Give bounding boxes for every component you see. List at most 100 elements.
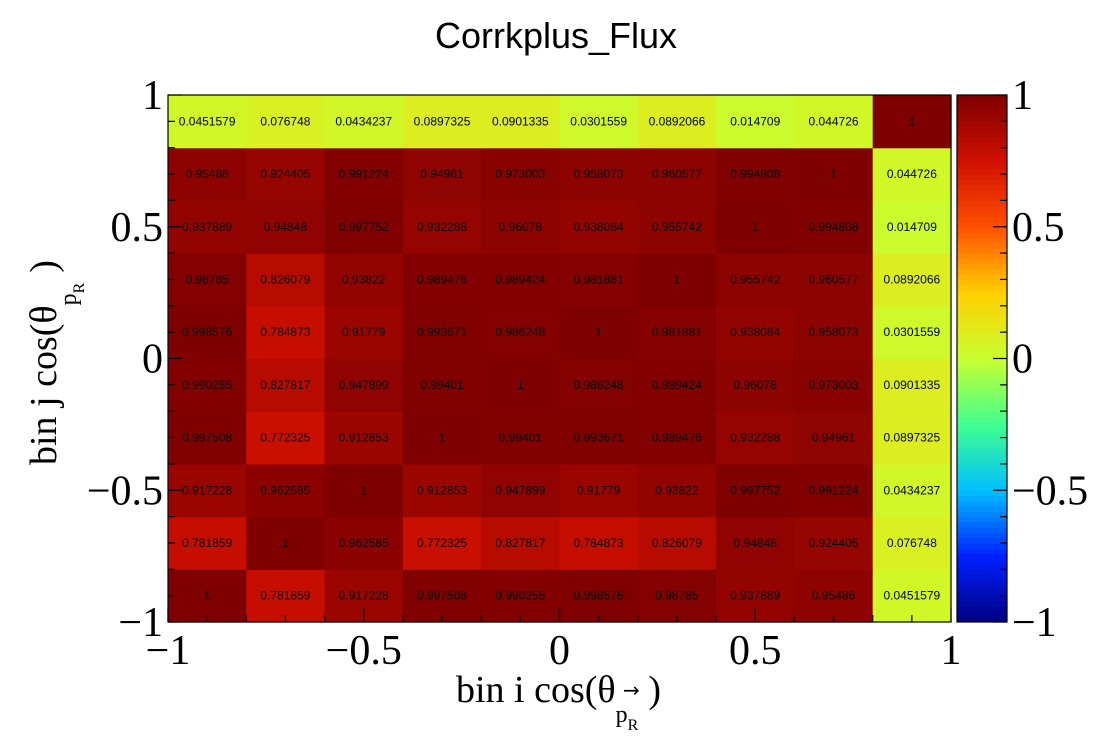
heatmap-cell [481, 95, 561, 149]
heatmap-cell [794, 411, 874, 465]
heatmap-cell [637, 253, 717, 307]
color-scale-step [957, 258, 1007, 265]
cell-value-label: 0.94961 [812, 431, 856, 445]
cell-value-label: 0.973003 [809, 378, 859, 392]
heatmap-cell [794, 463, 874, 518]
color-scale-step [957, 421, 1007, 428]
heatmap-cell [637, 463, 717, 518]
color-scale-step [957, 200, 1007, 207]
cell-value-label: 0.0897325 [883, 431, 940, 445]
color-scale-step [957, 174, 1007, 180]
heatmap-cell [559, 516, 639, 570]
x-tick-label: 1 [941, 628, 962, 674]
color-scale-step [957, 469, 1007, 475]
color-scale-step [957, 321, 1007, 328]
cell-value-label: 1 [282, 536, 289, 550]
cell-value-label: 0.94848 [264, 220, 308, 234]
x-tick-label: −1 [146, 628, 191, 674]
color-scale-step [957, 463, 1007, 470]
heatmap-cell [246, 569, 326, 623]
cell-value-label: 0.990255 [495, 589, 545, 603]
color-scale-step [957, 590, 1007, 597]
color-scale-step [957, 395, 1007, 402]
cell-value-label: 0.989476 [652, 431, 702, 445]
cell-value-labels: 1 0.781859 0.917228 0.997508 0.990255 0.99857… [179, 114, 941, 602]
cell-value-label: 0.973003 [495, 167, 545, 181]
heatmap-cell [716, 463, 795, 518]
cell-value-label: 0.781859 [260, 589, 310, 603]
cell-value-label: 1 [830, 167, 837, 181]
heatmap-cell [637, 95, 717, 149]
color-scale-step [957, 595, 1007, 602]
cell-value-label: 0.826079 [260, 272, 310, 286]
color-scale-step [957, 579, 1007, 586]
color-scale-step [957, 500, 1007, 507]
color-scale-step [957, 458, 1007, 465]
color-scale-step [957, 289, 1007, 296]
heatmap-cell [402, 200, 482, 254]
cell-value-label: 0.932288 [417, 220, 467, 234]
color-scale-step [957, 411, 1007, 417]
color-scale-step [957, 347, 1007, 354]
heatmap-cell [324, 305, 404, 360]
cell-value-label: 0.960577 [809, 272, 859, 286]
y-axis-label: bin j cos(θpR) [23, 260, 88, 465]
heatmap-cell [794, 253, 874, 307]
cell-value-label: 0.96078 [734, 378, 778, 392]
cell-value-label: 0.981881 [652, 325, 702, 339]
y-tick-label: −0.5 [87, 468, 163, 514]
color-scale-step [957, 332, 1007, 338]
color-scale-step [957, 527, 1007, 533]
heatmap-cell [324, 147, 404, 201]
cell-value-label: 0.991224 [809, 483, 859, 497]
color-scale-step [957, 548, 1007, 554]
heatmap-cell [716, 147, 795, 201]
heatmap-cell [794, 200, 874, 254]
color-scale-step [957, 316, 1007, 323]
color-scale-step [957, 300, 1007, 307]
y-axis-label-group: bin j cos(θpR) [23, 260, 88, 465]
color-scale-step [957, 437, 1007, 444]
cell-value-label: 0.997752 [730, 483, 780, 497]
color-scale-step [957, 279, 1007, 286]
cell-value-label: 0.924405 [260, 167, 310, 181]
heatmap-cell [324, 411, 404, 465]
color-scale-step [957, 363, 1007, 370]
heatmap-cell [637, 305, 717, 360]
cell-value-label: 0.912853 [417, 483, 467, 497]
cell-value-label: 0.99401 [499, 431, 543, 445]
cell-value-label: 1 [204, 589, 211, 603]
color-scale-step [957, 263, 1007, 270]
color-scale-step [957, 110, 1007, 117]
heatmap-cell [559, 95, 639, 149]
cell-value-label: 0.997508 [182, 431, 232, 445]
color-scale-bar [957, 95, 1007, 623]
cell-value-label: 0.0451579 [883, 589, 940, 603]
z-tick-label: 0.5 [1012, 205, 1065, 251]
cell-value-label: 0.0892066 [883, 272, 940, 286]
cell-value-label: 0.958073 [574, 167, 624, 181]
color-scale-step [957, 116, 1007, 122]
y-axis-label-close: ) [23, 260, 65, 273]
cell-value-label: 1 [595, 325, 602, 339]
heatmap-cell [402, 411, 482, 465]
color-scale-step [957, 484, 1007, 491]
color-scale-step [957, 268, 1007, 275]
y-tick-label: 1 [142, 73, 163, 119]
heatmap-cell [481, 463, 561, 518]
heatmap-cell [559, 147, 639, 201]
heatmap-cell [637, 358, 717, 412]
heatmap-cell [872, 516, 952, 570]
heatmap-cell [168, 305, 247, 360]
heatmap-cell [402, 463, 482, 518]
color-scale-step [957, 358, 1007, 365]
color-scale-step [957, 542, 1007, 549]
x-tick-label: −0.5 [326, 628, 402, 674]
x-axis-label-close: ) [648, 669, 661, 711]
heatmap-cell [481, 253, 561, 307]
color-scale-step [957, 121, 1007, 128]
cell-value-label: 0.998576 [574, 589, 624, 603]
heatmap-cell [716, 411, 795, 465]
heatmap-cell [481, 147, 561, 201]
color-scale-step [957, 274, 1007, 280]
